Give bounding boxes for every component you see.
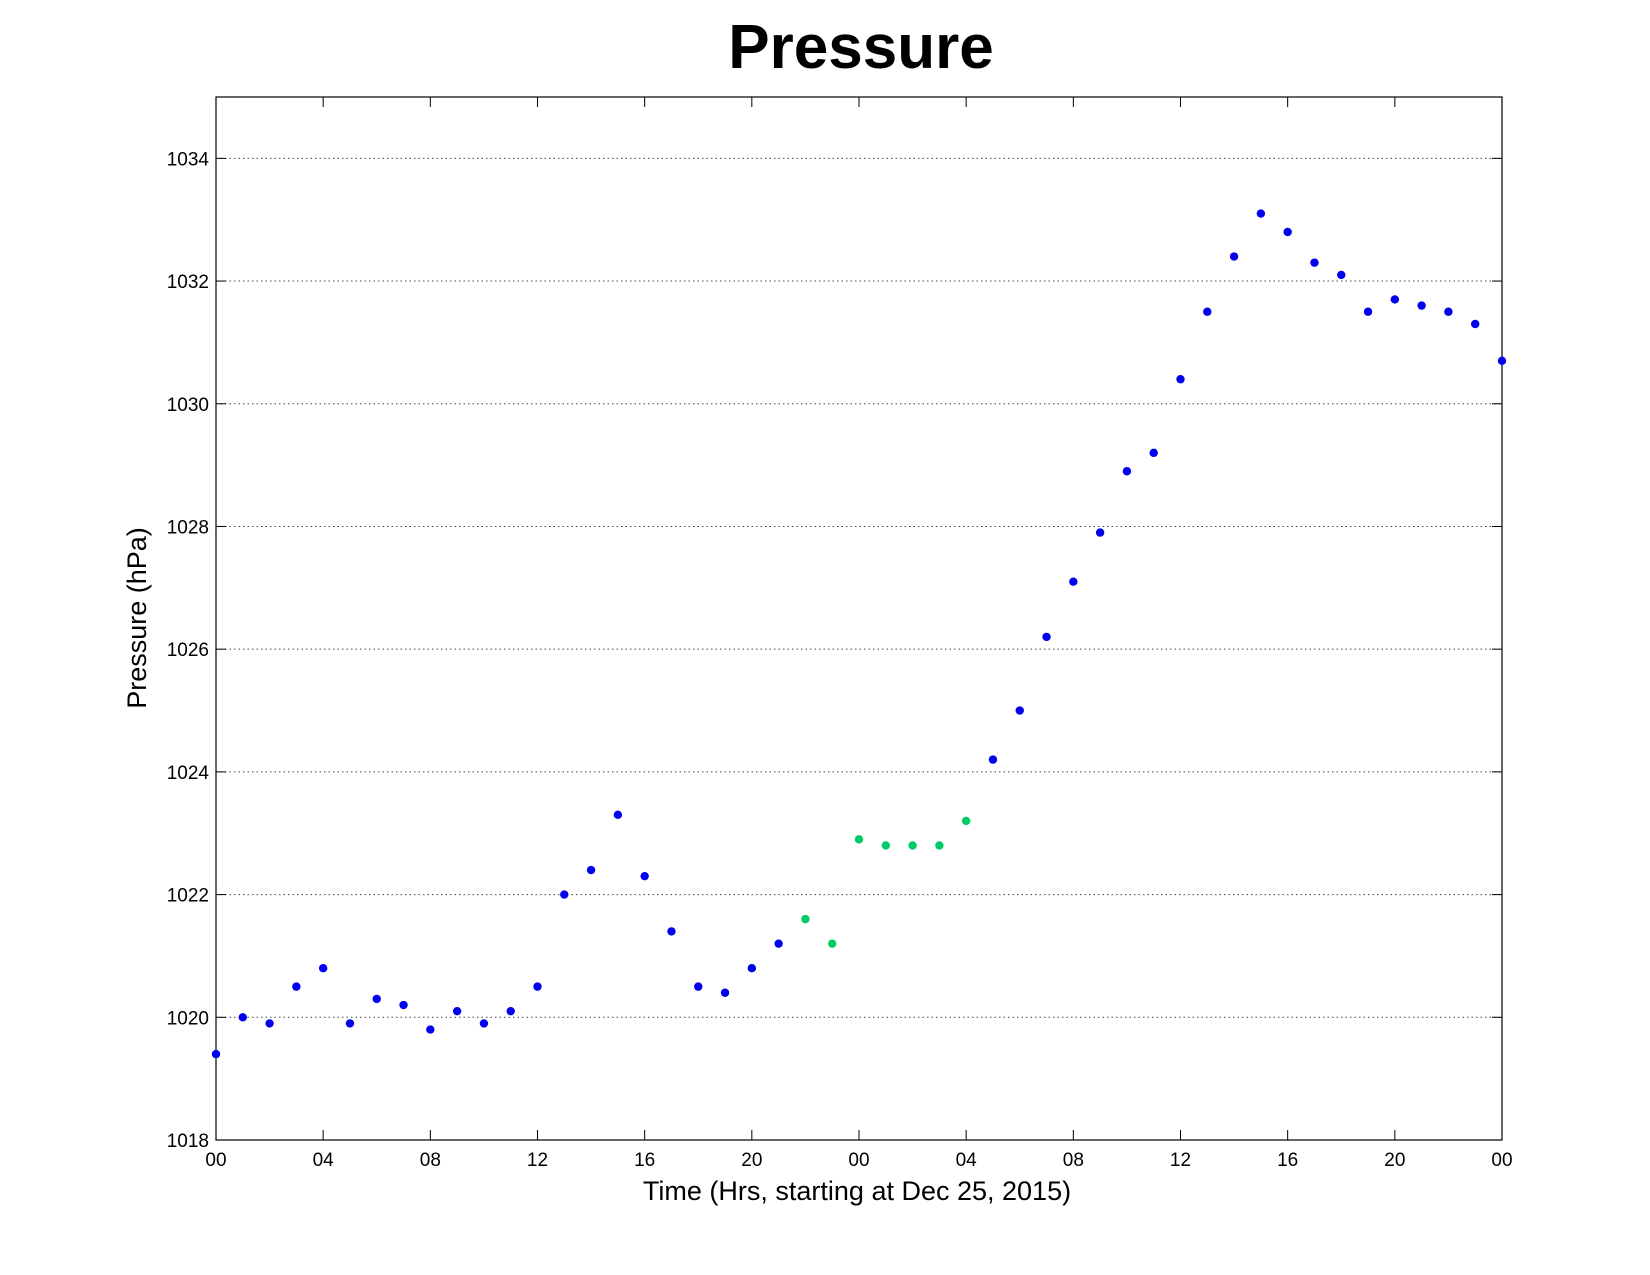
data-point <box>1042 632 1051 642</box>
data-point <box>1149 448 1158 458</box>
data-point <box>640 871 649 881</box>
data-point <box>935 841 944 850</box>
y-tick-label: 1022 <box>167 886 209 907</box>
data-point <box>426 1025 435 1034</box>
data-point <box>1497 356 1507 366</box>
data-point <box>1122 467 1132 476</box>
x-tick-label: 04 <box>313 1150 335 1171</box>
y-tick-label: 1020 <box>167 1008 209 1029</box>
data-point <box>265 1019 274 1028</box>
data-point <box>1471 319 1480 329</box>
data-point <box>1015 706 1024 715</box>
grid-layer <box>216 157 1502 1018</box>
data-point <box>1363 307 1373 316</box>
data-point <box>961 816 971 826</box>
data-point <box>1310 258 1319 267</box>
data-point <box>560 890 569 899</box>
chart-title: Pressure <box>728 13 994 82</box>
data-point <box>399 1000 408 1010</box>
x-tick-label: 00 <box>205 1150 226 1171</box>
x-tick-label: 08 <box>1063 1150 1084 1171</box>
data-point <box>1256 209 1266 218</box>
data-point <box>747 964 757 973</box>
y-tick-label: 1028 <box>167 517 209 538</box>
data-point <box>694 982 703 991</box>
x-tick-label: 20 <box>741 1150 762 1171</box>
data-point <box>854 835 864 844</box>
x-tick-label: 16 <box>634 1150 655 1171</box>
data-point <box>988 755 998 764</box>
x-tick-label: 12 <box>1170 1150 1191 1171</box>
data-point <box>1390 295 1400 304</box>
data-point <box>1283 227 1292 237</box>
y-tick-label: 1024 <box>167 763 210 784</box>
data-point <box>479 1019 489 1028</box>
y-axis-label: Pressure (hPa) <box>122 527 152 709</box>
x-tick-label: 12 <box>527 1150 548 1171</box>
y-tick-label: 1034 <box>167 149 210 170</box>
data-point <box>1069 577 1078 586</box>
data-point <box>292 982 301 991</box>
data-point <box>345 1019 355 1028</box>
x-tick-label: 00 <box>1491 1150 1512 1171</box>
y-tick-label: 1032 <box>167 272 209 293</box>
x-tick-label: 20 <box>1384 1150 1405 1171</box>
y-tick-label: 1018 <box>167 1131 209 1152</box>
data-point <box>1203 307 1212 316</box>
plot-frame <box>215 96 1503 1141</box>
data-point <box>667 927 676 936</box>
data-point <box>533 982 542 991</box>
data-point <box>720 988 730 997</box>
x-tick-label: 04 <box>956 1150 978 1171</box>
data-point <box>1176 375 1185 384</box>
data-point <box>452 1006 462 1016</box>
y-tick-label: 1026 <box>167 640 209 661</box>
data-point <box>211 1049 221 1059</box>
data-point <box>1229 252 1239 261</box>
data-point <box>828 939 837 948</box>
x-tick-label: 00 <box>848 1150 869 1171</box>
data-point <box>318 964 328 973</box>
data-point <box>372 994 381 1004</box>
data-point <box>774 939 783 948</box>
data-point <box>1095 528 1105 537</box>
data-point <box>506 1006 515 1016</box>
x-tick-label: 08 <box>420 1150 441 1171</box>
points-layer <box>211 209 1507 1059</box>
data-point <box>1337 270 1346 280</box>
y-tick-label: 1030 <box>167 395 209 416</box>
data-point <box>1444 307 1453 316</box>
data-point <box>908 841 917 850</box>
data-point <box>586 865 596 875</box>
x-tick-label: 16 <box>1277 1150 1298 1171</box>
data-point <box>613 810 623 820</box>
data-point <box>1417 301 1426 310</box>
tick-layer: 1018 1020 1022 1024 1026 1028 1030 1032 1034 00 04… <box>167 97 1513 1171</box>
data-point <box>238 1013 247 1022</box>
data-point <box>881 841 890 850</box>
x-axis-label: Time (Hrs, starting at Dec 25, 2015) <box>643 1176 1071 1206</box>
data-point <box>801 914 810 924</box>
